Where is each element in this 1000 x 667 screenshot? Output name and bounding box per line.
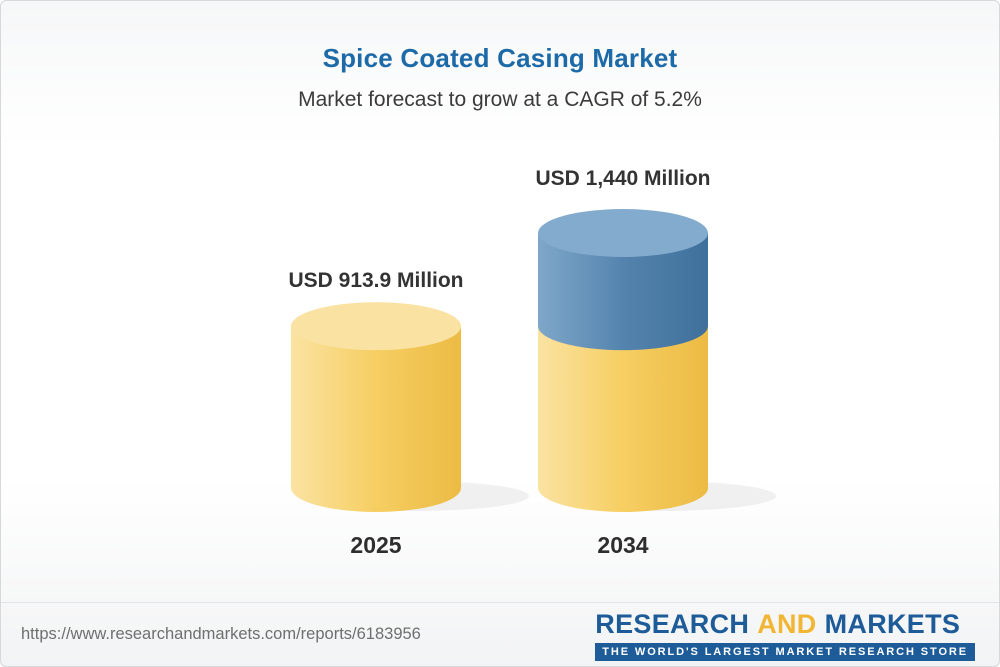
logo-word-markets: MARKETS [824, 608, 961, 639]
chart-subtitle: Market forecast to grow at a CAGR of 5.2… [298, 88, 702, 111]
bar-value-label-2034: USD 1,440 Million [535, 167, 711, 190]
x-axis-label-2034: 2034 [597, 532, 649, 558]
logo-tagline: THE WORLD'S LARGEST MARKET RESEARCH STOR… [595, 642, 975, 661]
chart-title: Spice Coated Casing Market [322, 43, 678, 73]
logo-word-research: RESEARCH [595, 608, 750, 639]
x-axis-label-2025: 2025 [350, 532, 402, 558]
logo-wordmark: RESEARCH AND MARKETS [595, 609, 960, 640]
research-and-markets-logo: RESEARCH AND MARKETS THE WORLD'S LARGEST… [595, 609, 975, 661]
bar-value-label-2025: USD 913.9 Million [288, 269, 464, 292]
logo-word-and: AND [757, 608, 817, 639]
footer: https://www.researchandmarkets.com/repor… [1, 602, 999, 666]
report-url: https://www.researchandmarkets.com/repor… [21, 625, 421, 643]
